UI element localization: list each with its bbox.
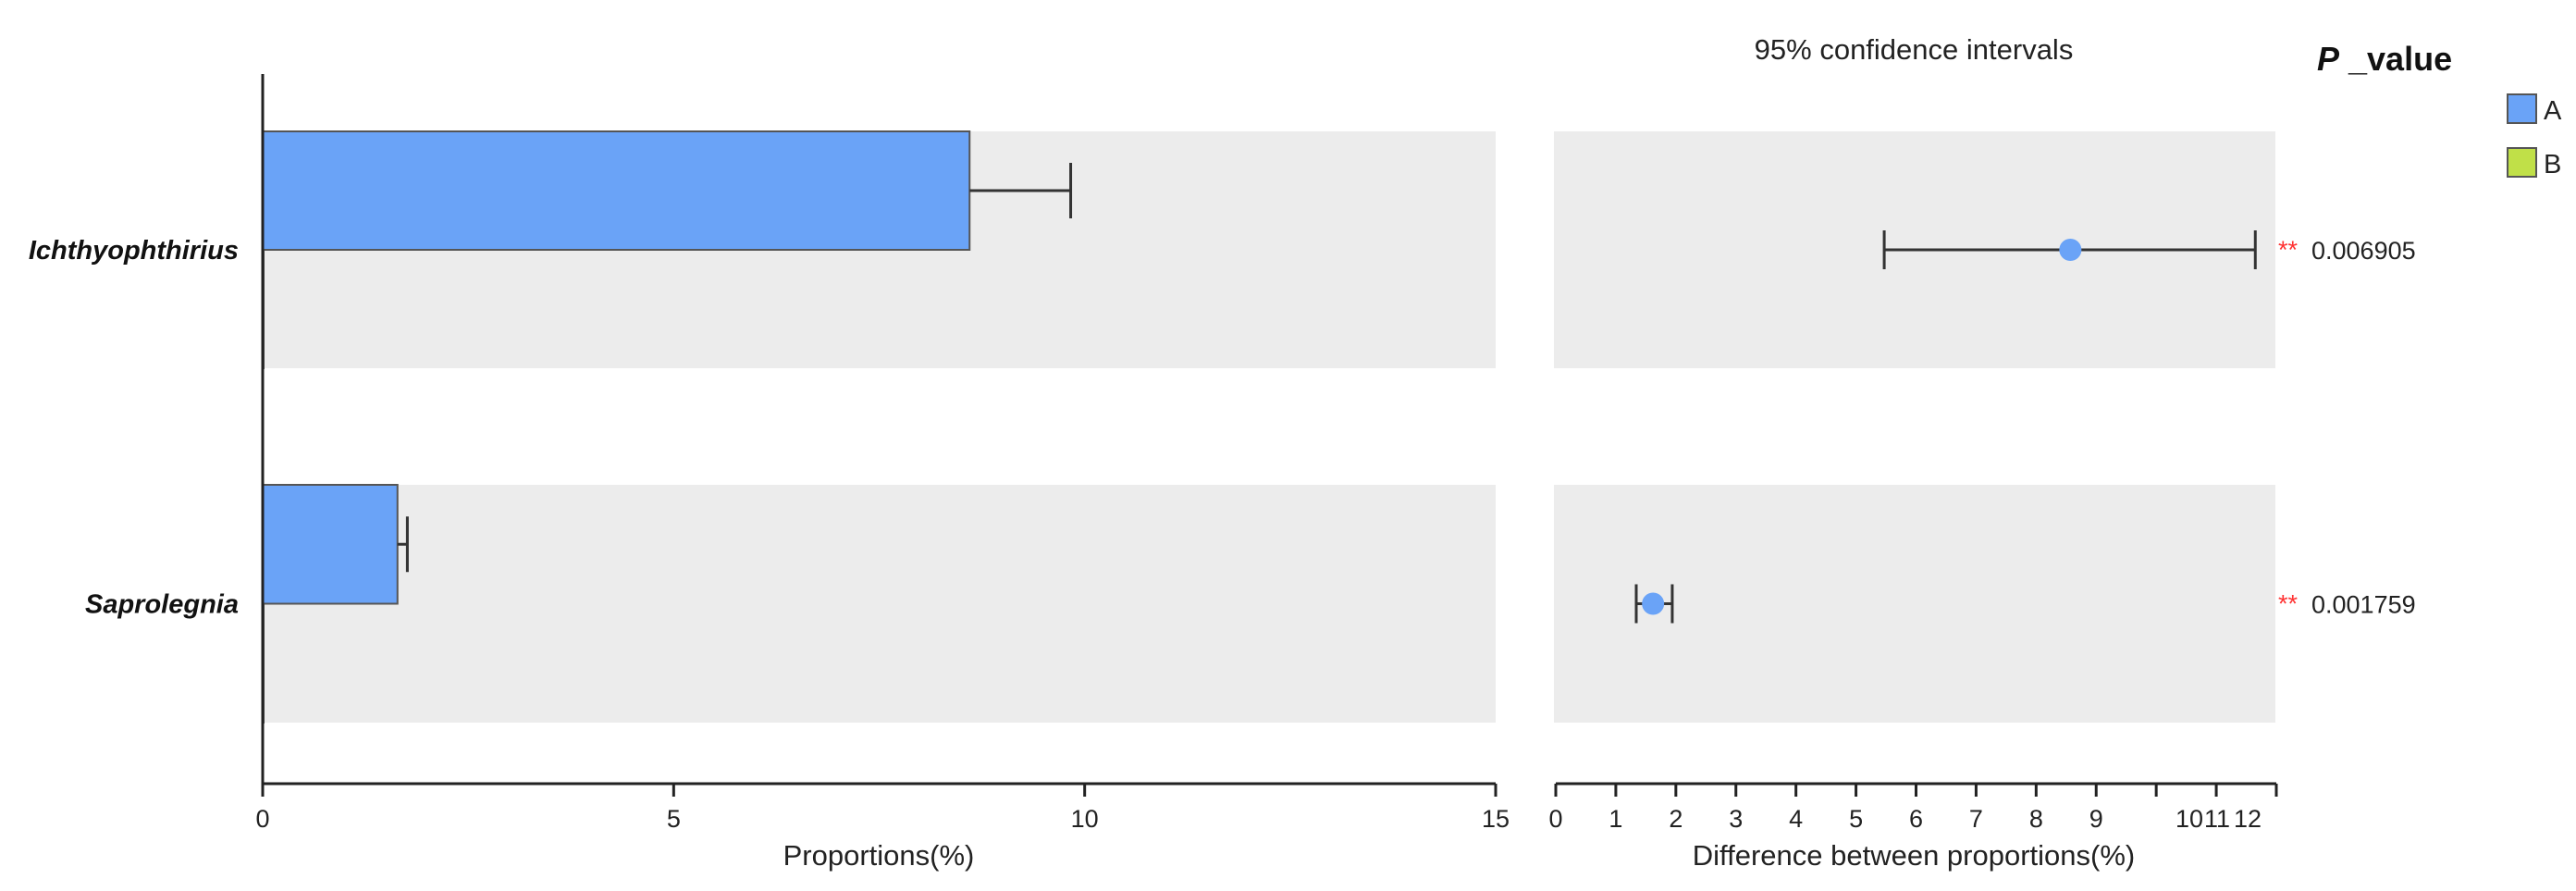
x-tick-label: 3	[1729, 805, 1743, 833]
x-tick-label: 4	[1789, 805, 1803, 833]
significance-stars: **	[2278, 236, 2299, 264]
bar-a	[262, 130, 971, 251]
x-tick-label: 6	[1909, 805, 1923, 833]
x-tick-label: 1	[1608, 805, 1622, 833]
p-value: 0.006905	[2311, 237, 2416, 265]
x-tick-label: 15	[1482, 805, 1510, 833]
legend-swatch-b	[2507, 147, 2537, 178]
x-tick-label: 10	[1071, 805, 1099, 833]
x-tick-label: 11	[2204, 805, 2230, 833]
background-band	[1554, 485, 2275, 723]
left-axis-title: Proportions(%)	[783, 839, 975, 872]
significance-stars: **	[2278, 590, 2299, 618]
bar-a	[262, 484, 399, 605]
category-label: Ichthyophthirius	[29, 236, 239, 266]
ci-point	[1642, 592, 1665, 615]
x-tick-label: 5	[667, 805, 681, 833]
x-tick-label: 7	[1969, 805, 1983, 833]
ci-point	[2059, 239, 2082, 261]
legend: AB	[2507, 93, 2562, 179]
ci-title: 95% confidence intervals	[1755, 33, 2074, 66]
x-tick-label: 5	[1849, 805, 1863, 833]
x-tick-label: 0	[1548, 805, 1562, 833]
legend-swatch-a	[2507, 93, 2537, 124]
right-axis-title: Difference between proportions(%)	[1693, 839, 2135, 872]
x-tick-label: 0	[255, 805, 269, 833]
x-tick-label: 2	[1669, 805, 1682, 833]
legend-label: A	[2544, 96, 2562, 126]
p-value: 0.001759	[2311, 591, 2416, 619]
x-tick-label: 8	[2029, 805, 2043, 833]
category-label: Saprolegnia	[85, 590, 239, 620]
legend-title: P _value	[2317, 40, 2452, 78]
proportions-panel: Ichthyophthirius Saprolegnia 0 5 10 15	[29, 74, 1510, 833]
x-tick-label: 12	[2234, 805, 2262, 833]
background-band	[263, 485, 1496, 723]
x-tick-label: 10	[2175, 805, 2203, 833]
x-tick-label: 9	[2089, 805, 2103, 833]
legend-label: B	[2544, 150, 2561, 179]
